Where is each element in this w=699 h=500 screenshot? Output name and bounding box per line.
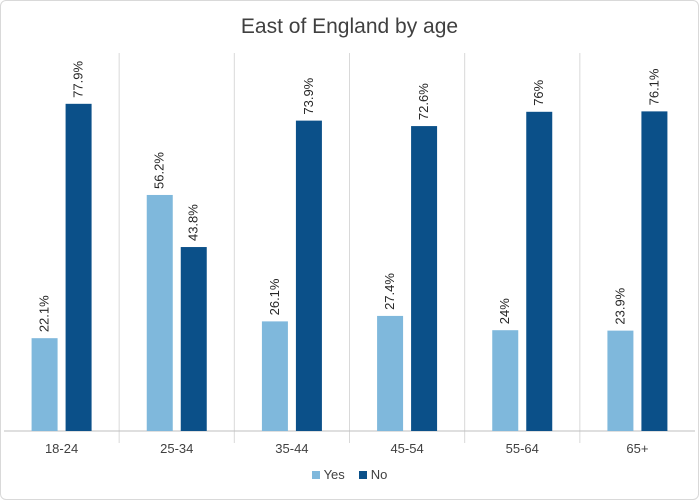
data-label-no-65+: 76.1% xyxy=(646,68,661,105)
legend-swatch-yes xyxy=(311,470,320,479)
x-tick-label-55-64: 55-64 xyxy=(506,441,539,456)
x-tick-label-35-44: 35-44 xyxy=(275,441,308,456)
data-label-no-35-44: 73.9% xyxy=(301,77,316,114)
bar-no-18-24 xyxy=(65,103,92,431)
bar-yes-35-44 xyxy=(261,321,288,431)
legend-item-yes: Yes xyxy=(311,467,345,482)
bar-no-65+ xyxy=(641,111,668,431)
bar-yes-55-64 xyxy=(492,330,519,431)
data-label-no-18-24: 77.9% xyxy=(71,61,86,98)
bar-yes-18-24 xyxy=(31,338,58,431)
bar-no-45-54 xyxy=(411,126,438,431)
chart-title: East of England by age xyxy=(240,15,459,38)
legend-item-no: No xyxy=(358,467,388,482)
bar-yes-65+ xyxy=(607,330,634,431)
legend-swatch-no xyxy=(358,470,367,479)
legend-label-yes: Yes xyxy=(323,467,345,482)
data-label-no-25-34: 43.8% xyxy=(186,204,201,241)
chart-legend: Yes No xyxy=(1,467,698,482)
bar-no-25-34 xyxy=(180,247,207,431)
data-label-no-55-64: 76% xyxy=(531,79,546,105)
bar-no-55-64 xyxy=(526,111,553,432)
bar-no-35-44 xyxy=(295,120,322,432)
bar-yes-25-34 xyxy=(146,194,173,431)
data-label-no-45-54: 72.6% xyxy=(416,83,431,120)
legend-label-no: No xyxy=(370,467,388,482)
data-label-yes-45-54: 27.4% xyxy=(382,273,397,310)
bar-yes-45-54 xyxy=(377,315,404,431)
data-label-yes-65+: 23.9% xyxy=(612,287,627,324)
x-tick-label-65+: 65+ xyxy=(626,441,648,456)
x-tick-label-45-54: 45-54 xyxy=(390,441,423,456)
x-tick-label-25-34: 25-34 xyxy=(160,441,193,456)
data-label-yes-18-24: 22.1% xyxy=(37,295,52,332)
data-label-yes-35-44: 26.1% xyxy=(267,278,282,315)
data-label-yes-25-34: 56.2% xyxy=(152,152,167,189)
x-tick-label-18-24: 18-24 xyxy=(45,441,78,456)
data-label-yes-55-64: 24% xyxy=(497,298,512,324)
